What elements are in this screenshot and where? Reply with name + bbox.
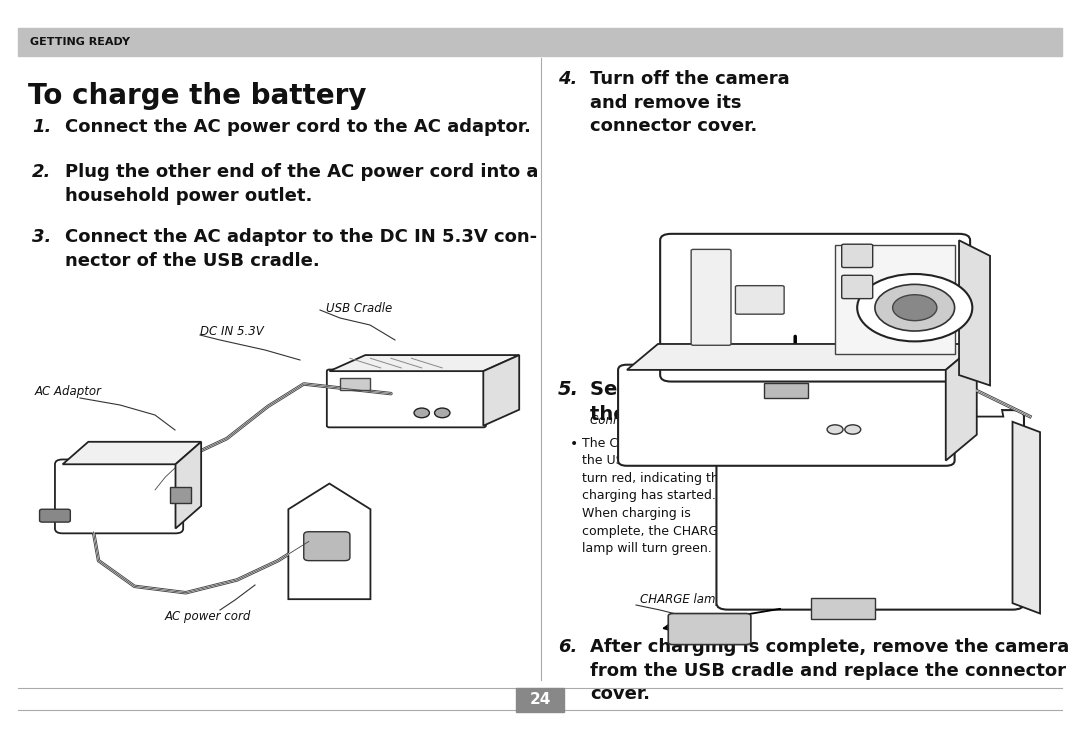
FancyBboxPatch shape xyxy=(55,459,184,534)
Polygon shape xyxy=(483,355,519,426)
FancyBboxPatch shape xyxy=(40,510,70,522)
Text: 4.: 4. xyxy=(558,70,578,88)
Text: After charging is complete, remove the camera
from the USB cradle and replace th: After charging is complete, remove the c… xyxy=(590,638,1069,703)
Text: AC power cord: AC power cord xyxy=(165,610,252,623)
Polygon shape xyxy=(738,370,1003,417)
Circle shape xyxy=(434,408,450,418)
FancyBboxPatch shape xyxy=(303,531,350,561)
FancyBboxPatch shape xyxy=(669,613,751,645)
Text: 6.: 6. xyxy=(558,638,578,656)
Polygon shape xyxy=(175,442,201,529)
FancyBboxPatch shape xyxy=(841,275,873,299)
Text: Set the camera onto
the USB cradle.: Set the camera onto the USB cradle. xyxy=(590,380,815,424)
Bar xyxy=(340,377,370,391)
Text: Connect the AC power cord to the AC adaptor.: Connect the AC power cord to the AC adap… xyxy=(65,118,531,136)
Text: 2.: 2. xyxy=(32,163,52,181)
Circle shape xyxy=(845,425,861,434)
Text: •: • xyxy=(570,437,578,451)
Polygon shape xyxy=(959,240,990,385)
Circle shape xyxy=(875,285,955,331)
Polygon shape xyxy=(288,483,370,599)
FancyBboxPatch shape xyxy=(691,250,731,345)
Text: USB Cradle: USB Cradle xyxy=(326,302,392,315)
Circle shape xyxy=(892,295,937,320)
Polygon shape xyxy=(627,344,976,370)
Text: 3.: 3. xyxy=(32,228,52,246)
Text: The CHARGE lamp on
the USB cradle should
turn red, indicating that
charging has : The CHARGE lamp on the USB cradle should… xyxy=(582,437,731,555)
Text: Connector cover: Connector cover xyxy=(590,413,688,426)
FancyBboxPatch shape xyxy=(735,285,784,314)
Bar xyxy=(765,383,809,399)
Circle shape xyxy=(858,274,972,342)
Text: 1.: 1. xyxy=(32,118,52,136)
Bar xyxy=(810,598,875,619)
Polygon shape xyxy=(63,442,201,464)
FancyBboxPatch shape xyxy=(716,410,1024,610)
FancyBboxPatch shape xyxy=(327,369,486,427)
Polygon shape xyxy=(329,355,519,371)
Bar xyxy=(835,245,955,354)
Text: GETTING READY: GETTING READY xyxy=(30,37,130,47)
Circle shape xyxy=(414,408,430,418)
Text: CHARGE lamp: CHARGE lamp xyxy=(640,593,723,607)
Circle shape xyxy=(827,425,843,434)
Text: DC IN 5.3V: DC IN 5.3V xyxy=(200,325,264,338)
Text: Plug the other end of the AC power cord into a
household power outlet.: Plug the other end of the AC power cord … xyxy=(65,163,538,204)
Bar xyxy=(516,688,564,712)
Text: Turn off the camera
and remove its
connector cover.: Turn off the camera and remove its conne… xyxy=(590,70,789,135)
FancyBboxPatch shape xyxy=(660,234,970,382)
Bar xyxy=(171,487,191,503)
Text: AC Adaptor: AC Adaptor xyxy=(35,385,102,398)
FancyBboxPatch shape xyxy=(841,245,873,267)
Bar xyxy=(18,28,1062,56)
Text: 5.: 5. xyxy=(558,380,579,399)
Polygon shape xyxy=(1013,422,1040,613)
Text: To charge the battery: To charge the battery xyxy=(28,82,366,110)
FancyBboxPatch shape xyxy=(618,365,955,466)
Polygon shape xyxy=(946,344,976,461)
Text: Connect the AC adaptor to the DC IN 5.3V con-
nector of the USB cradle.: Connect the AC adaptor to the DC IN 5.3V… xyxy=(65,228,537,269)
Text: 24: 24 xyxy=(529,693,551,707)
